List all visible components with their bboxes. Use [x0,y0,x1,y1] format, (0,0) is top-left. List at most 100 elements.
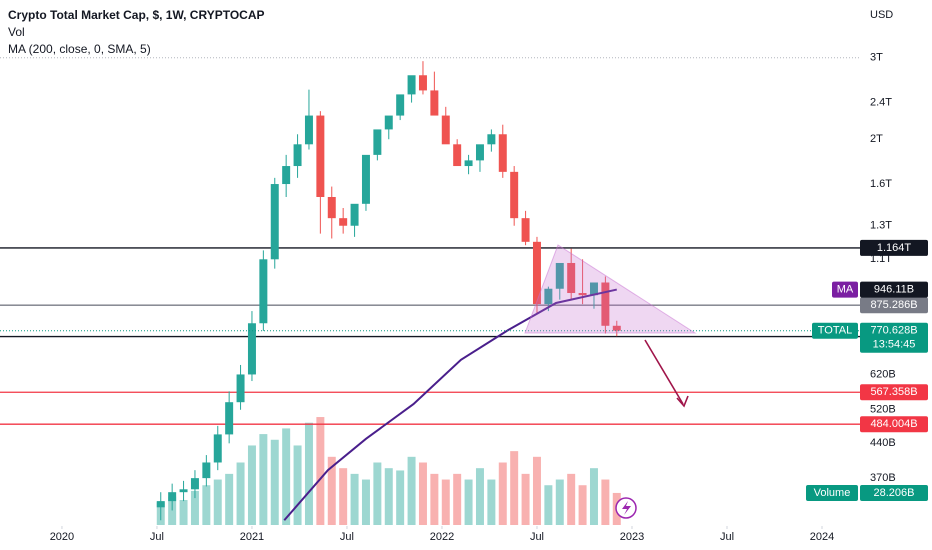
level-tag-label: 1.164T [877,242,912,254]
volume-bar [304,422,313,525]
last-tag-name-bg [812,322,858,339]
candle-body [156,501,165,508]
candle-body [555,262,564,289]
volume-bar [282,428,291,525]
volume-bar [475,468,484,525]
arrow-head [676,395,689,408]
level-tag-label: 484.004B [870,418,917,430]
volume-bar [293,445,302,525]
volume-tag-value: 28.206B [874,487,915,499]
currency: USD [870,9,893,21]
candle-body [190,478,199,490]
axes: 3T 2.4T 2T 1.6T 1.3T 1.1T 620B 520B 440B 370B 2020… [50,52,928,543]
x-tick-label: 2020 [50,531,74,543]
x-tick-label: 2022 [430,531,454,543]
x-tick-label: 2024 [810,531,834,543]
candle-body [168,492,177,502]
y-tick-label: 1.1T [870,253,892,265]
y-tick-label: 2T [870,133,883,145]
y-tick-label: 2.4T [870,97,892,109]
volume-bar [350,473,359,525]
indicator-label: MA (200, close, 0, SMA, 5) [8,42,151,56]
volume-bar [589,468,598,525]
last-tag-name: TOTAL [818,325,852,337]
candle-body [350,203,359,226]
level-tag-label: 567.358B [870,386,917,398]
candle-body [270,184,279,260]
volume-bar [270,439,279,525]
volume-bar [384,468,393,525]
candle-body [453,144,462,167]
candle-body [304,115,313,145]
candle-body [532,241,541,305]
level-tag [860,384,928,401]
volume-bar [464,479,473,525]
x-tick-label: 2021 [240,531,264,543]
candle-body [327,197,336,219]
candle-body [475,144,484,161]
volume-bar [418,462,427,525]
volume-bar [407,456,416,525]
y-tick-label: 440B [870,437,896,449]
volume-bar [510,451,519,525]
x-tick-label: 2023 [620,531,644,543]
volume-bar [316,417,325,525]
candle-body [498,134,507,172]
level-tag [860,297,928,314]
last-tag-countdown: 13:54:45 [873,339,916,351]
ma-tag-bg [860,281,928,298]
y-tick-label: 3T [870,52,883,64]
volume-bar [339,468,348,525]
volume-bar [225,473,234,525]
candle-body [464,160,473,167]
volume-bar [190,490,199,525]
volume-bar [601,479,610,525]
volume-bar [544,485,553,525]
volume-bar [567,473,576,525]
candle-body [521,218,530,242]
y-tick-label: 1.6T [870,178,892,190]
candle-body [373,129,382,155]
volume-bar [430,473,439,525]
candle-body [259,259,268,324]
x-tick-label: Jul [150,531,164,543]
volume-bar [487,479,496,525]
candle-body [247,323,256,375]
volume-bar [259,434,268,525]
candle-body [202,462,211,479]
volume-tag-bg [860,484,928,501]
candle-body [179,489,188,493]
volume-bar [202,485,211,525]
candle-body [293,144,302,167]
candle-body [236,374,245,403]
volume-bar [498,462,507,525]
volume-bar [168,496,177,525]
volume-bar [236,462,245,525]
candle-body [601,282,610,326]
volume-bar [373,462,382,525]
y-tick-label: 520B [870,404,896,416]
candle-body [578,293,587,296]
candle-body [567,262,576,294]
candle-body [612,325,621,331]
last-tag-bg [860,322,928,353]
level-tag [860,239,928,256]
volume-bar [327,456,336,525]
ma-line [283,288,617,521]
y-tick-label: 370B [870,472,896,484]
candle-body [213,434,222,463]
volume-bar [396,470,405,525]
x-tick-label: Jul [530,531,544,543]
subtitle: Vol [8,25,25,39]
level-tag-label: 875.286B [870,299,917,311]
volume-bar [179,500,188,525]
lightning-glyph [622,501,631,515]
candle-body [544,288,553,305]
candle-body [316,115,325,198]
candle-body [589,282,598,296]
arrow-drawing [644,339,684,405]
level-tag [860,416,928,433]
ma-tag-name: MA [837,283,854,295]
